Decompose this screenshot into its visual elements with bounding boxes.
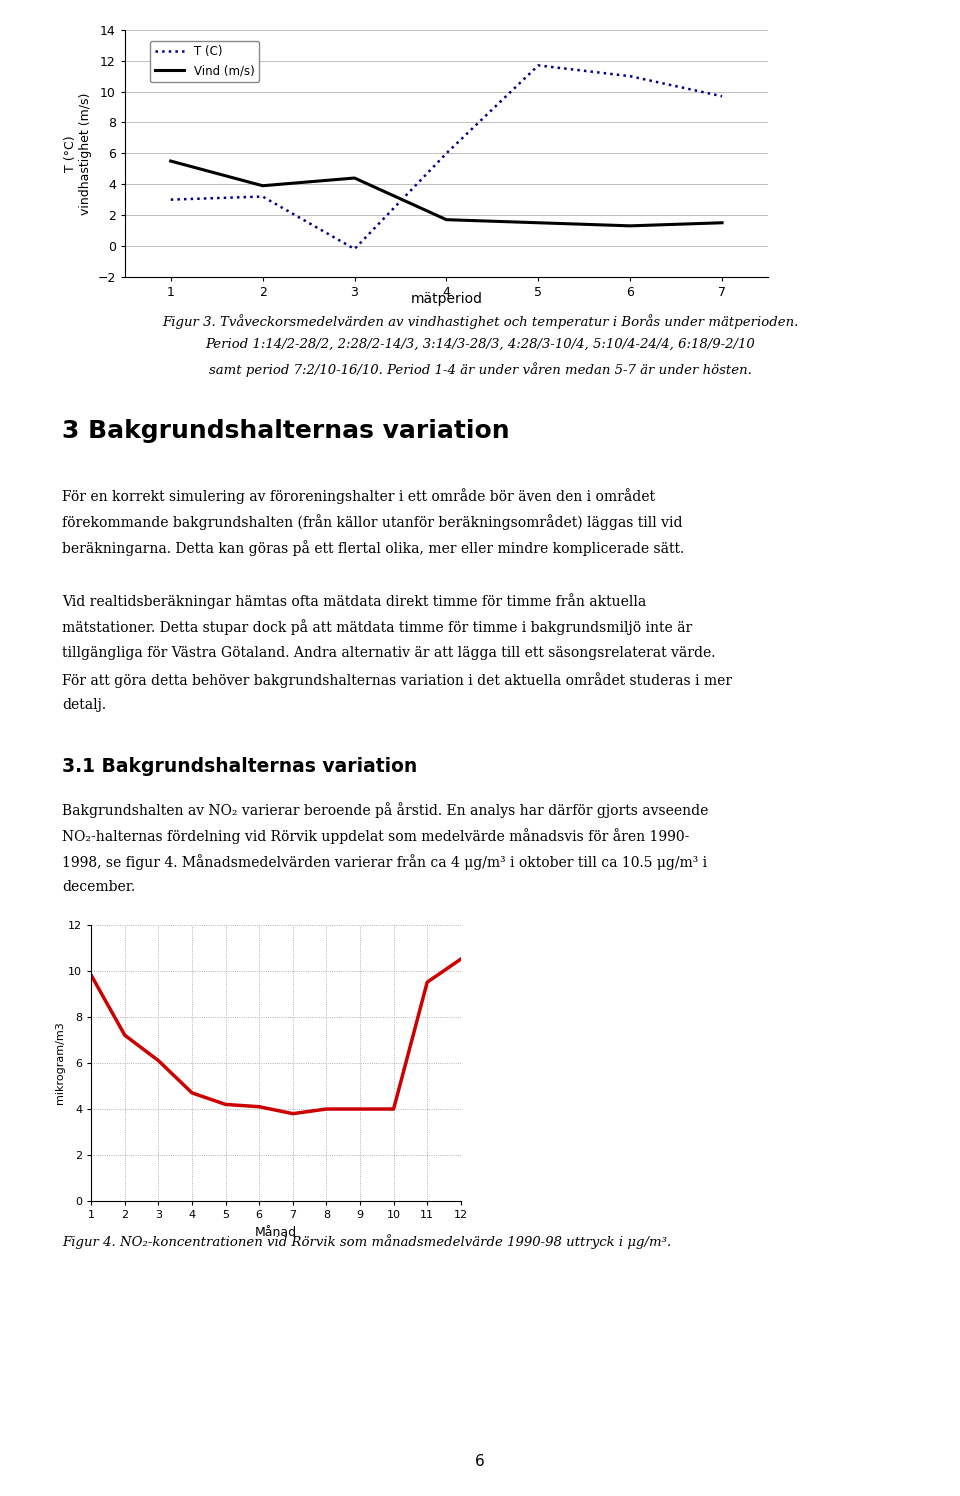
Text: Period 1:14/2-28/2, 2:28/2-14/3, 3:14/3-28/3, 4:28/3-10/4, 5:10/4-24/4, 6:18/9-2: Period 1:14/2-28/2, 2:28/2-14/3, 3:14/3-…	[205, 338, 755, 352]
Text: mätperiod: mätperiod	[411, 292, 483, 305]
Text: mätstationer. Detta stupar dock på att mätdata timme för timme i bakgrundsmiljö : mätstationer. Detta stupar dock på att m…	[62, 619, 693, 636]
X-axis label: Månad: Månad	[255, 1225, 297, 1239]
Legend: T (C), Vind (m/s): T (C), Vind (m/s)	[150, 40, 259, 82]
Text: För en korrekt simulering av föroreningshalter i ett område bör även den i områd: För en korrekt simulering av förorenings…	[62, 488, 656, 504]
Text: Vid realtidsberäkningar hämtas ofta mätdata direkt timme för timme från aktuella: Vid realtidsberäkningar hämtas ofta mätd…	[62, 594, 647, 609]
Text: NO₂-halternas fördelning vid Rörvik uppdelat som medelvärde månadsvis för åren 1: NO₂-halternas fördelning vid Rörvik uppd…	[62, 827, 690, 844]
Text: 1998, se figur 4. Månadsmedelvärden varierar från ca 4 μg/m³ i oktober till ca 1: 1998, se figur 4. Månadsmedelvärden vari…	[62, 854, 708, 871]
Text: förekommande bakgrundshalten (från källor utanför beräkningsområdet) läggas till: förekommande bakgrundshalten (från källo…	[62, 515, 683, 530]
Text: beräkningarna. Detta kan göras på ett flertal olika, mer eller mindre komplicera: beräkningarna. Detta kan göras på ett fl…	[62, 540, 684, 557]
Text: detalj.: detalj.	[62, 697, 107, 712]
Y-axis label: T (°C)
vindhastighet (m/s): T (°C) vindhastighet (m/s)	[64, 93, 92, 214]
Text: Figur 3. Tvåveckorsmedelvärden av vindhastighet och temperatur i Borås under mät: Figur 3. Tvåveckorsmedelvärden av vindha…	[162, 314, 798, 329]
Y-axis label: mikrogram/m3: mikrogram/m3	[56, 1022, 65, 1104]
Text: Figur 4. NO₂-koncentrationen vid Rörvik som månadsmedelvärde 1990-98 uttryck i μ: Figur 4. NO₂-koncentrationen vid Rörvik …	[62, 1234, 672, 1249]
Text: 3 Bakgrundshalternas variation: 3 Bakgrundshalternas variation	[62, 419, 510, 443]
Text: tillgängliga för Västra Götaland. Andra alternativ är att lägga till ett säsongs: tillgängliga för Västra Götaland. Andra …	[62, 645, 716, 660]
Text: Bakgrundshalten av NO₂ varierar beroende på årstid. En analys har därför gjorts : Bakgrundshalten av NO₂ varierar beroende…	[62, 802, 708, 818]
Text: december.: december.	[62, 880, 135, 895]
Text: 6: 6	[475, 1454, 485, 1469]
Text: samt period 7:2/10-16/10. Period 1-4 är under våren medan 5-7 är under hösten.: samt period 7:2/10-16/10. Period 1-4 är …	[208, 362, 752, 377]
Text: 3.1 Bakgrundshalternas variation: 3.1 Bakgrundshalternas variation	[62, 757, 418, 776]
Text: För att göra detta behöver bakgrundshalternas variation i det aktuella området s: För att göra detta behöver bakgrundshalt…	[62, 672, 732, 688]
